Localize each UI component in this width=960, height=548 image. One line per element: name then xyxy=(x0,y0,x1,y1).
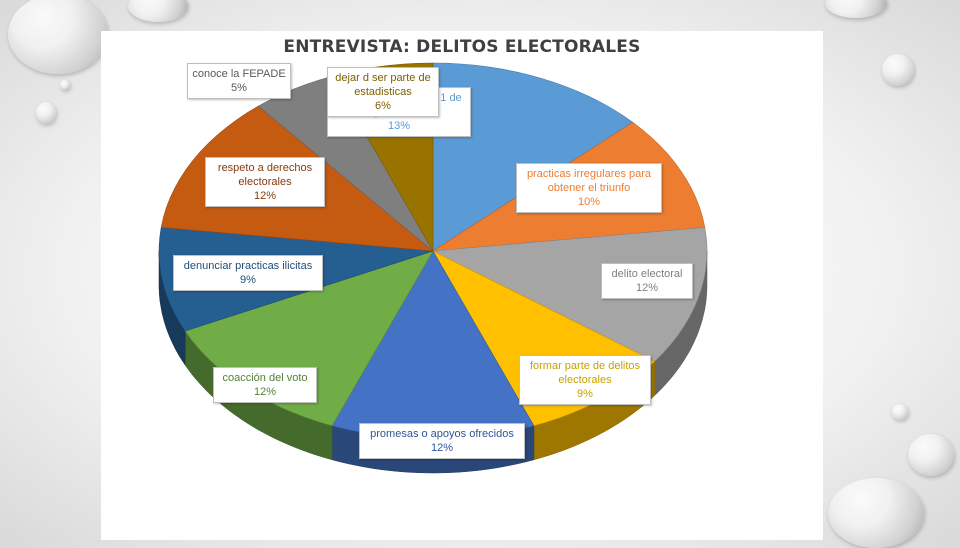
data-label-value: 12% xyxy=(635,282,659,294)
data-label-value: 10% xyxy=(577,196,601,208)
data-label-category: denunciar practicas ilicitas xyxy=(183,260,313,272)
water-drop-decoration xyxy=(908,434,954,476)
pie-slice xyxy=(431,227,708,362)
pie-slice xyxy=(432,62,634,252)
data-label-value: 5% xyxy=(231,82,247,94)
data-label: delito electoral 12% xyxy=(601,263,693,299)
data-label-value: 12% xyxy=(430,442,454,454)
data-label-category: coacción del voto xyxy=(222,372,308,384)
data-label-category: respeto a derechos electorales xyxy=(217,162,313,188)
data-label-category: conoce la FEPADE xyxy=(192,68,286,80)
data-label: respeto a derechos electorales 12% xyxy=(205,157,325,207)
water-drop-decoration xyxy=(8,0,108,74)
data-label-category: formar parte de delitos electorales xyxy=(529,360,641,386)
water-drop-decoration xyxy=(825,0,887,18)
data-label: formar parte de delitos electorales 9% xyxy=(519,355,651,405)
data-label: denunciar practicas ilicitas 9% xyxy=(173,255,323,291)
chart-slide: ENTREVISTA: DELITOS ELECTORALES votacion… xyxy=(101,31,823,540)
data-label-value: 12% xyxy=(253,386,277,398)
data-label: dejar d ser parte de estadisticas 6% xyxy=(327,67,439,117)
water-drop-decoration xyxy=(128,0,188,22)
data-label-value: 9% xyxy=(240,274,256,286)
water-drop-decoration xyxy=(36,102,56,124)
data-label-category: dejar d ser parte de estadisticas xyxy=(335,72,431,98)
data-label-category: promesas o apoyos ofrecidos xyxy=(370,428,514,440)
data-label-value: 13% xyxy=(387,120,411,132)
data-label-value: 12% xyxy=(253,190,277,202)
data-label-value: 9% xyxy=(577,388,593,400)
water-drop-decoration xyxy=(892,404,908,420)
data-label: promesas o apoyos ofrecidos 12% xyxy=(359,423,525,459)
data-label-category: practicas irregulares para obtener el tr… xyxy=(526,168,652,194)
data-label: conoce la FEPADE 5% xyxy=(187,63,291,99)
water-drop-decoration xyxy=(882,54,914,86)
data-label: practicas irregulares para obtener el tr… xyxy=(516,163,662,213)
water-drop-decoration xyxy=(60,80,70,90)
data-label-value: 6% xyxy=(375,100,391,112)
data-label-category: delito electoral xyxy=(611,268,683,280)
chart-title: ENTREVISTA: DELITOS ELECTORALES xyxy=(283,37,641,57)
data-label: coacción del voto 12% xyxy=(213,367,317,403)
water-drop-decoration xyxy=(828,478,924,548)
